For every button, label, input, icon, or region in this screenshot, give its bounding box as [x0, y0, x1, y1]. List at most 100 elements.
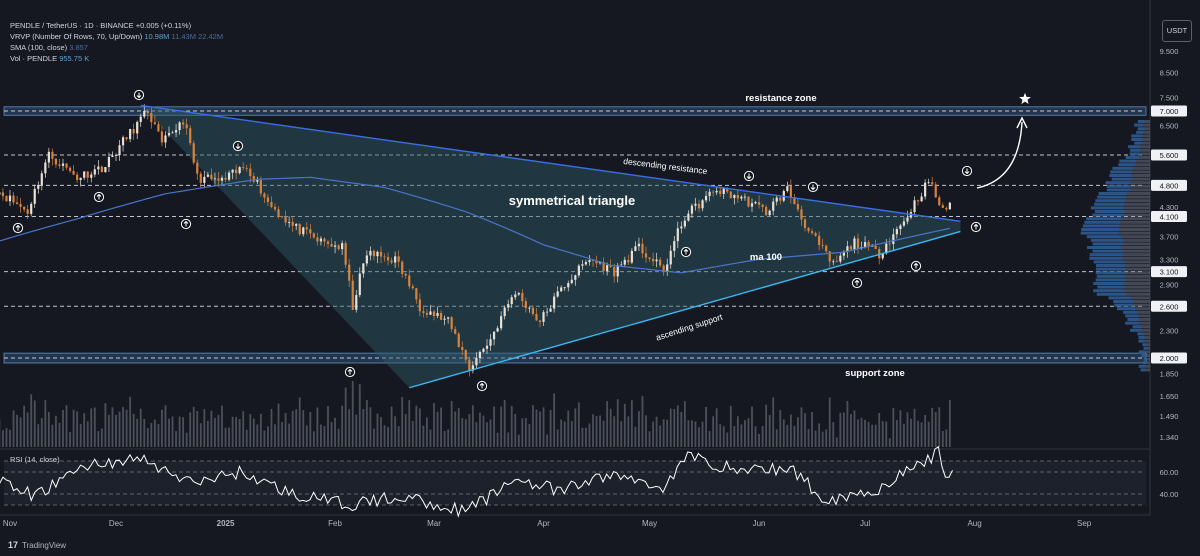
- pivot-high-marker: [743, 170, 755, 182]
- candle-body: [694, 203, 697, 206]
- vrvp-label[interactable]: VRVP (Number Of Rows, 70, Up/Down): [10, 32, 143, 41]
- volume-bar: [30, 394, 33, 447]
- candle-body: [803, 219, 807, 228]
- candle-body: [217, 178, 220, 181]
- candle-body: [153, 122, 156, 125]
- profile-bar-up: [1118, 163, 1136, 167]
- profile-bar-down: [1125, 210, 1150, 213]
- symbol-line[interactable]: PENDLE / TetherUS · 1D · BINANCE: [10, 21, 134, 30]
- price-level-tag: [1151, 352, 1187, 364]
- candle-body: [174, 130, 178, 133]
- candle-body: [245, 167, 248, 169]
- volume-bar: [528, 424, 531, 447]
- candle-body: [542, 312, 545, 322]
- volume-bar: [16, 414, 18, 447]
- volume-bar: [931, 407, 934, 447]
- price-axis-label: 4.800: [1160, 181, 1179, 190]
- price-level-tag: [1151, 179, 1187, 191]
- profile-bar-down: [1139, 318, 1150, 321]
- candle-body: [454, 329, 457, 334]
- candle-body: [26, 209, 29, 214]
- candle-body: [114, 155, 118, 156]
- volume-bar: [645, 415, 647, 447]
- volume-bar: [581, 427, 584, 447]
- volume-bar: [804, 413, 806, 447]
- volume-bar: [433, 403, 435, 447]
- candle-body: [143, 110, 146, 117]
- volume-bar: [857, 419, 859, 447]
- volume-bar: [694, 421, 697, 447]
- volume-bar: [687, 420, 690, 447]
- profile-bar-up: [1142, 343, 1147, 347]
- volume-bar: [835, 437, 838, 447]
- candle-body: [189, 128, 192, 144]
- candle-body: [415, 288, 418, 300]
- volume-bar: [906, 412, 909, 447]
- candle-body: [390, 260, 393, 263]
- volume-bar: [19, 417, 22, 447]
- volume-bar: [182, 417, 185, 447]
- sma-label[interactable]: SMA (100, close): [10, 43, 68, 52]
- profile-bar-down: [1124, 289, 1150, 293]
- volume-profile: [1080, 120, 1150, 372]
- volume-bar: [938, 407, 941, 447]
- volume-bar: [821, 431, 824, 447]
- candle-body: [447, 317, 450, 319]
- volume-bar: [298, 397, 301, 447]
- profile-bar-up: [1123, 310, 1138, 314]
- candle-body: [789, 186, 792, 198]
- arrow-up-icon: [183, 220, 189, 227]
- candle-body: [839, 255, 842, 262]
- candle-body: [365, 255, 368, 264]
- candle-body: [492, 331, 496, 340]
- profile-bar-down: [1121, 235, 1150, 239]
- candle-body: [256, 180, 259, 182]
- tradingview-brand[interactable]: 17 TradingView: [8, 540, 66, 550]
- pivot-low-marker: [476, 380, 488, 392]
- currency-selector[interactable]: USDT: [1162, 20, 1192, 42]
- candle-body: [856, 238, 860, 249]
- candle-body: [701, 200, 704, 209]
- candle-body: [341, 243, 344, 250]
- candle-body: [553, 296, 556, 309]
- profile-bar-down: [1130, 181, 1150, 185]
- candle-body: [1, 192, 5, 197]
- candle-body: [676, 228, 679, 242]
- volume-bar: [775, 429, 778, 447]
- volume-bar: [736, 416, 739, 447]
- candle-body: [316, 237, 319, 242]
- profile-bar-down: [1124, 249, 1150, 253]
- candle-body: [330, 243, 333, 247]
- candle-body: [273, 206, 277, 210]
- volume-bar: [69, 431, 71, 447]
- volume-bar: [574, 408, 577, 447]
- candle-body: [620, 264, 623, 266]
- volume-bar: [323, 426, 326, 447]
- volume-bar: [542, 407, 545, 447]
- volume-bar: [634, 426, 637, 447]
- volume-bar: [355, 414, 358, 447]
- vol-label[interactable]: Vol · PENDLE: [10, 54, 58, 63]
- volume-bar: [376, 413, 379, 447]
- candle-body: [765, 207, 768, 216]
- candle-body: [397, 256, 400, 262]
- profile-bar-up: [1090, 238, 1124, 242]
- candle-body: [203, 176, 206, 183]
- profile-bar-down: [1119, 228, 1150, 231]
- candle-body: [302, 227, 305, 235]
- volume-bar: [595, 416, 598, 447]
- volume-bar: [747, 418, 750, 447]
- profile-bar-up: [1098, 192, 1127, 195]
- pivot-low-marker: [180, 218, 192, 230]
- volume-bar: [892, 407, 895, 447]
- candle-body: [231, 169, 234, 173]
- candle-body: [659, 259, 662, 266]
- rsi-label[interactable]: RSI (14, close): [10, 455, 60, 464]
- candle-body: [196, 162, 199, 174]
- profile-bar-down: [1144, 350, 1150, 354]
- volume-bar: [881, 421, 884, 447]
- candle-body: [401, 261, 404, 274]
- profile-bar-up: [1142, 361, 1147, 365]
- candle-body: [422, 311, 425, 313]
